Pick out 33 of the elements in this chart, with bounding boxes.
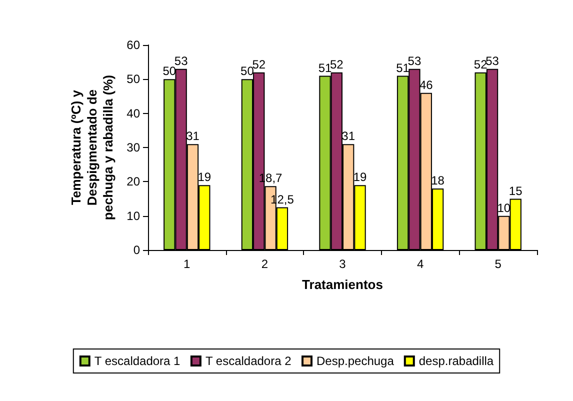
- legend-label: T escaldadora 1: [94, 354, 181, 368]
- y-tick-label: 60: [126, 38, 140, 52]
- y-tick-label: 40: [126, 106, 140, 120]
- legend-label: Desp.pechuga: [316, 354, 394, 368]
- data-label: 50: [240, 64, 254, 78]
- data-label: 10: [497, 200, 511, 215]
- y-tick-label: 10: [126, 208, 140, 223]
- y-axis-title: Temperatura (ºC) y Despigmentado de pechuga y rabadilla (%): [68, 74, 116, 220]
- x-tick-label: 4: [416, 257, 424, 271]
- data-label: 52: [474, 57, 488, 72]
- y-tick-label: 30: [126, 140, 140, 154]
- data-label: 50: [162, 64, 176, 78]
- x-axis-title: Tratamientos: [302, 277, 383, 292]
- x-tick-label: 5: [494, 257, 502, 271]
- y-tick-label: 0: [133, 243, 140, 257]
- data-label: 52: [330, 57, 344, 72]
- x-tick-label: 3: [339, 257, 346, 271]
- y-tick-label: 20: [126, 174, 140, 189]
- x-tick-label: 2: [261, 257, 268, 271]
- data-label: 51: [318, 60, 332, 75]
- data-label: 19: [353, 170, 367, 184]
- legend-label: T escaldadora 2: [205, 354, 292, 368]
- data-label: 19: [198, 170, 212, 184]
- data-label: 52: [252, 57, 266, 72]
- data-label: 53: [408, 54, 422, 68]
- data-label: 31: [342, 129, 356, 144]
- data-label: 53: [174, 54, 188, 68]
- legend-label: desp.rabadilla: [418, 354, 494, 368]
- data-label: 18: [431, 174, 445, 188]
- data-label: 53: [486, 54, 500, 68]
- data-label: 15: [508, 184, 523, 198]
- x-tick-label: 1: [184, 257, 191, 271]
- y-tick-label: 50: [126, 72, 140, 86]
